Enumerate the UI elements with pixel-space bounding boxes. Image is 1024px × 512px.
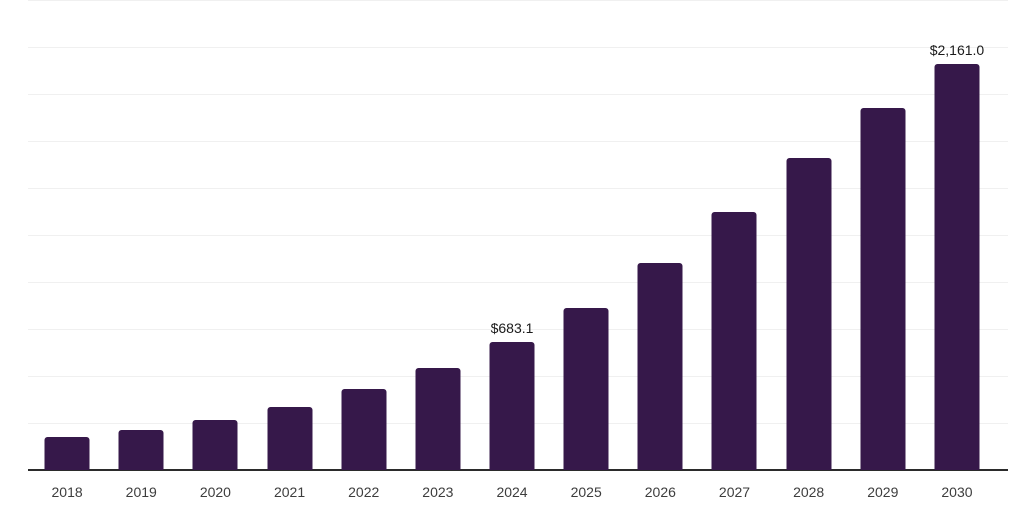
gridline-2000 bbox=[28, 94, 1008, 95]
bar-2019 bbox=[118, 429, 164, 470]
x-tick-2030: 2030 bbox=[941, 484, 973, 500]
x-tick-2018: 2018 bbox=[51, 484, 83, 500]
bar-slot-2025 bbox=[549, 0, 623, 470]
bar-slot-2021 bbox=[252, 0, 326, 470]
bar-slot-2018 bbox=[30, 0, 104, 470]
bar-2030 bbox=[934, 63, 980, 470]
x-tick-2020: 2020 bbox=[199, 484, 231, 500]
x-tick-2026: 2026 bbox=[644, 484, 676, 500]
bar-2024 bbox=[489, 341, 535, 470]
gridline-1750 bbox=[28, 141, 1008, 142]
bar-slot-2024: $683.1 bbox=[475, 0, 549, 470]
x-tick-2027: 2027 bbox=[718, 484, 751, 500]
bar-2026 bbox=[637, 263, 683, 470]
bar-2018 bbox=[44, 436, 90, 470]
bar-slot-2030: $2,161.0 bbox=[920, 0, 994, 470]
bar-slot-2029 bbox=[846, 0, 920, 470]
bar-2028 bbox=[786, 157, 832, 470]
gridline-1500 bbox=[28, 188, 1008, 189]
x-tick-2019: 2019 bbox=[125, 484, 157, 500]
gridline-1250 bbox=[28, 235, 1008, 236]
gridline-1000 bbox=[28, 282, 1008, 283]
x-tick-2029: 2029 bbox=[867, 484, 899, 500]
bar-2029 bbox=[860, 107, 906, 470]
bar-2025 bbox=[563, 308, 609, 470]
gridline-2500 bbox=[28, 0, 1008, 1]
x-tick-2025: 2025 bbox=[570, 484, 602, 500]
data-label-2030: $2,161.0 bbox=[929, 41, 985, 58]
bar-2027 bbox=[711, 212, 757, 470]
bar-2020 bbox=[192, 420, 238, 470]
x-tick-2022: 2022 bbox=[348, 484, 380, 500]
bar-2022 bbox=[341, 389, 387, 470]
bar-slot-2028 bbox=[772, 0, 846, 470]
x-tick-2028: 2028 bbox=[793, 484, 825, 500]
x-tick-2024: 2024 bbox=[496, 484, 528, 500]
data-label-2024: $683.1 bbox=[490, 319, 534, 336]
x-axis-line bbox=[28, 469, 1008, 471]
gridline-2250 bbox=[28, 47, 1008, 48]
x-tick-2023: 2023 bbox=[422, 484, 454, 500]
bar-slot-2026 bbox=[623, 0, 697, 470]
bar-slot-2027 bbox=[697, 0, 771, 470]
bar-slot-2022 bbox=[327, 0, 401, 470]
x-axis-labels: 2018 2019 2020 2021 2022 2023 2024 2025 2026 2027… bbox=[30, 484, 994, 501]
x-tick-2021: 2021 bbox=[273, 484, 306, 500]
gridline-750 bbox=[28, 329, 1008, 330]
bar-slot-2023 bbox=[401, 0, 475, 470]
bar-2021 bbox=[267, 407, 313, 470]
bar-slot-2020 bbox=[178, 0, 252, 470]
bars-container: $683.1 $2,161.0 bbox=[30, 0, 994, 470]
bar-2023 bbox=[415, 368, 461, 470]
bar-slot-2019 bbox=[104, 0, 178, 470]
